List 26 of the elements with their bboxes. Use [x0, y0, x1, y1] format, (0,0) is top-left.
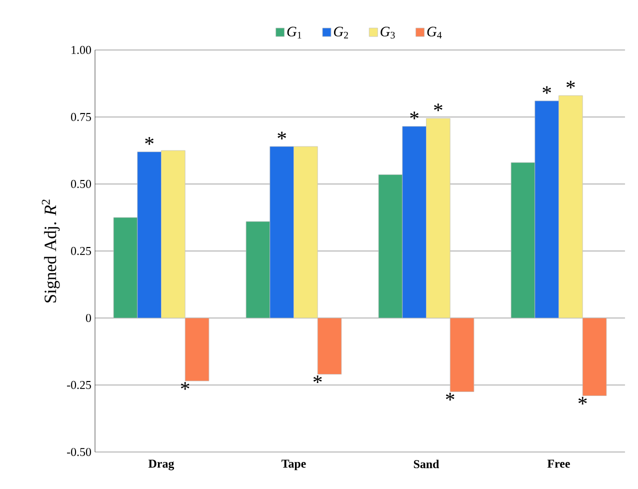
y-tick-label: 0.50	[71, 180, 92, 188]
annotation: *	[434, 104, 442, 112]
annotation: *	[313, 375, 322, 384]
annotation: *	[578, 396, 587, 404]
legend-label: G$_{3}$	[380, 26, 395, 39]
annotation: *	[278, 132, 286, 140]
x-tick-label: Sand	[414, 460, 440, 468]
x-tick-label: Tape	[282, 460, 306, 470]
legend-label: G$_{1}$	[287, 26, 302, 38]
x-tick-label: Free	[547, 460, 570, 468]
x-tick-label: Drag	[148, 460, 174, 470]
annotation: *	[542, 86, 552, 94]
y-axis-title: Signed Adj. R$^{2}$	[42, 200, 60, 302]
annotation: *	[566, 80, 575, 88]
annotation: *	[180, 382, 190, 390]
y-tick-label: 0.75	[71, 112, 92, 122]
legend-label: G$_{2}$	[334, 26, 348, 38]
annotation: *	[145, 137, 154, 145]
legend-label: G$_{4}$	[427, 26, 442, 38]
y-tick-label: 1.00	[72, 46, 92, 54]
y-tick-label: 0.25	[71, 246, 92, 256]
annotation: *	[410, 112, 419, 120]
y-tick-label: -0.50	[67, 448, 92, 456]
y-tick-label: -0.25	[67, 380, 92, 390]
annotation: *	[446, 392, 454, 400]
y-tick-label: 0	[86, 314, 92, 322]
